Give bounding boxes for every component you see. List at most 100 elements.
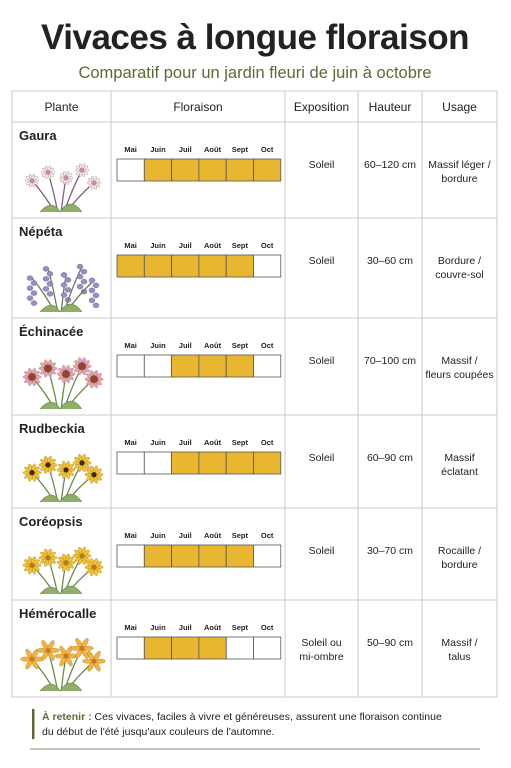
plant-name: Rudbeckia <box>19 421 86 436</box>
floret <box>88 277 96 284</box>
bloom-cell <box>253 158 282 182</box>
flower-center <box>79 460 85 466</box>
bloom-cell <box>116 451 145 475</box>
leaves <box>39 493 83 503</box>
flower-center <box>63 653 69 659</box>
floret <box>26 295 34 301</box>
usage: fleurs coupées <box>425 369 493 381</box>
flower-center <box>78 362 86 371</box>
bloom-cell <box>171 544 200 568</box>
month-label: Oct <box>261 438 274 447</box>
bloom-cell <box>116 544 145 568</box>
bloom-cell <box>116 636 145 660</box>
leaves <box>39 400 83 410</box>
month-label: Sept <box>232 623 249 632</box>
flower-center <box>29 470 35 476</box>
flower-center <box>28 373 36 382</box>
floret <box>92 282 100 289</box>
floret <box>60 292 68 298</box>
floret <box>42 266 50 272</box>
month-label: Mai <box>124 623 137 632</box>
bloom-cell <box>143 158 173 182</box>
flower-center <box>29 178 35 184</box>
month-label: Juin <box>150 241 166 250</box>
month-label: Juin <box>150 531 166 540</box>
usage: Rocaille / <box>438 545 481 557</box>
flower-center <box>29 656 35 662</box>
table-frame <box>11 90 498 698</box>
exposure: Soleil <box>309 545 335 557</box>
bloom-cell <box>143 254 173 278</box>
usage: Massif <box>444 452 474 464</box>
floret <box>76 273 84 280</box>
flower-center <box>63 560 69 566</box>
plant-name: Hémérocalle <box>19 606 96 621</box>
floret <box>88 287 96 294</box>
month-label: Sept <box>232 145 249 154</box>
height: 60–120 cm <box>364 159 416 171</box>
flower-center <box>62 370 70 379</box>
exposure: mi-ombre <box>299 651 343 663</box>
bloom-cell <box>198 636 227 660</box>
floret <box>60 282 68 288</box>
plant-illustration <box>20 638 106 692</box>
bloom-cell <box>143 451 173 475</box>
title: Vivaces à longue floraison <box>41 18 469 57</box>
leaves <box>39 303 83 313</box>
leaves <box>39 682 83 692</box>
bloom-cell <box>253 354 282 378</box>
bloom-cell <box>225 354 254 378</box>
month-label: Juil <box>179 531 192 540</box>
bloom-cell <box>225 254 254 278</box>
bloom-cell <box>116 254 145 278</box>
column-header: Usage <box>442 100 477 114</box>
footer-label: À retenir : <box>42 710 92 723</box>
footer-line: À retenir : Ces vivaces, faciles à vivre… <box>42 710 442 723</box>
bloom-cell <box>198 158 227 182</box>
bloom-cell <box>198 354 227 378</box>
usage: Massif / <box>441 355 477 367</box>
leaves <box>39 585 83 595</box>
month-label: Juil <box>179 341 192 350</box>
footer-bar <box>32 709 35 739</box>
column-header: Floraison <box>173 100 222 114</box>
floret <box>30 280 38 286</box>
floret <box>80 278 88 285</box>
flower-center <box>44 364 52 373</box>
plant-illustration <box>22 546 104 595</box>
bloom-cell <box>225 544 254 568</box>
usage: Bordure / <box>438 255 481 267</box>
floret <box>42 286 50 292</box>
column-header: Exposition <box>294 100 349 114</box>
month-label: Mai <box>124 438 137 447</box>
month-label: Oct <box>261 531 274 540</box>
floret <box>64 277 72 283</box>
plant-name: Échinacée <box>19 324 83 339</box>
bloom-cell <box>253 544 282 568</box>
bloom-cell <box>198 451 227 475</box>
floret <box>26 275 34 281</box>
bloom-cell <box>253 254 282 278</box>
floret <box>30 300 38 306</box>
month-label: Sept <box>232 341 249 350</box>
height: 50–90 cm <box>367 637 413 649</box>
bloom-cell <box>143 544 173 568</box>
plant-name: Coréopsis <box>19 514 83 529</box>
month-label: Juil <box>179 438 192 447</box>
bloom-cell <box>225 158 254 182</box>
month-label: Sept <box>232 531 249 540</box>
month-label: Juin <box>150 145 166 154</box>
footer-text: Ces vivaces, faciles à vivre et généreus… <box>92 711 442 723</box>
flower-center <box>45 555 51 561</box>
flower-center <box>79 167 85 173</box>
month-label: Sept <box>232 241 249 250</box>
exposure: Soleil ou <box>301 637 341 649</box>
bloom-cell <box>171 636 200 660</box>
month-label: Juil <box>179 145 192 154</box>
floret <box>64 287 72 293</box>
footer-line: du début de l'été jusqu'aux couleurs de … <box>42 726 275 738</box>
bloom-cell <box>171 158 200 182</box>
usage: talus <box>448 651 470 663</box>
floret <box>92 292 100 299</box>
month-label: Oct <box>261 145 274 154</box>
